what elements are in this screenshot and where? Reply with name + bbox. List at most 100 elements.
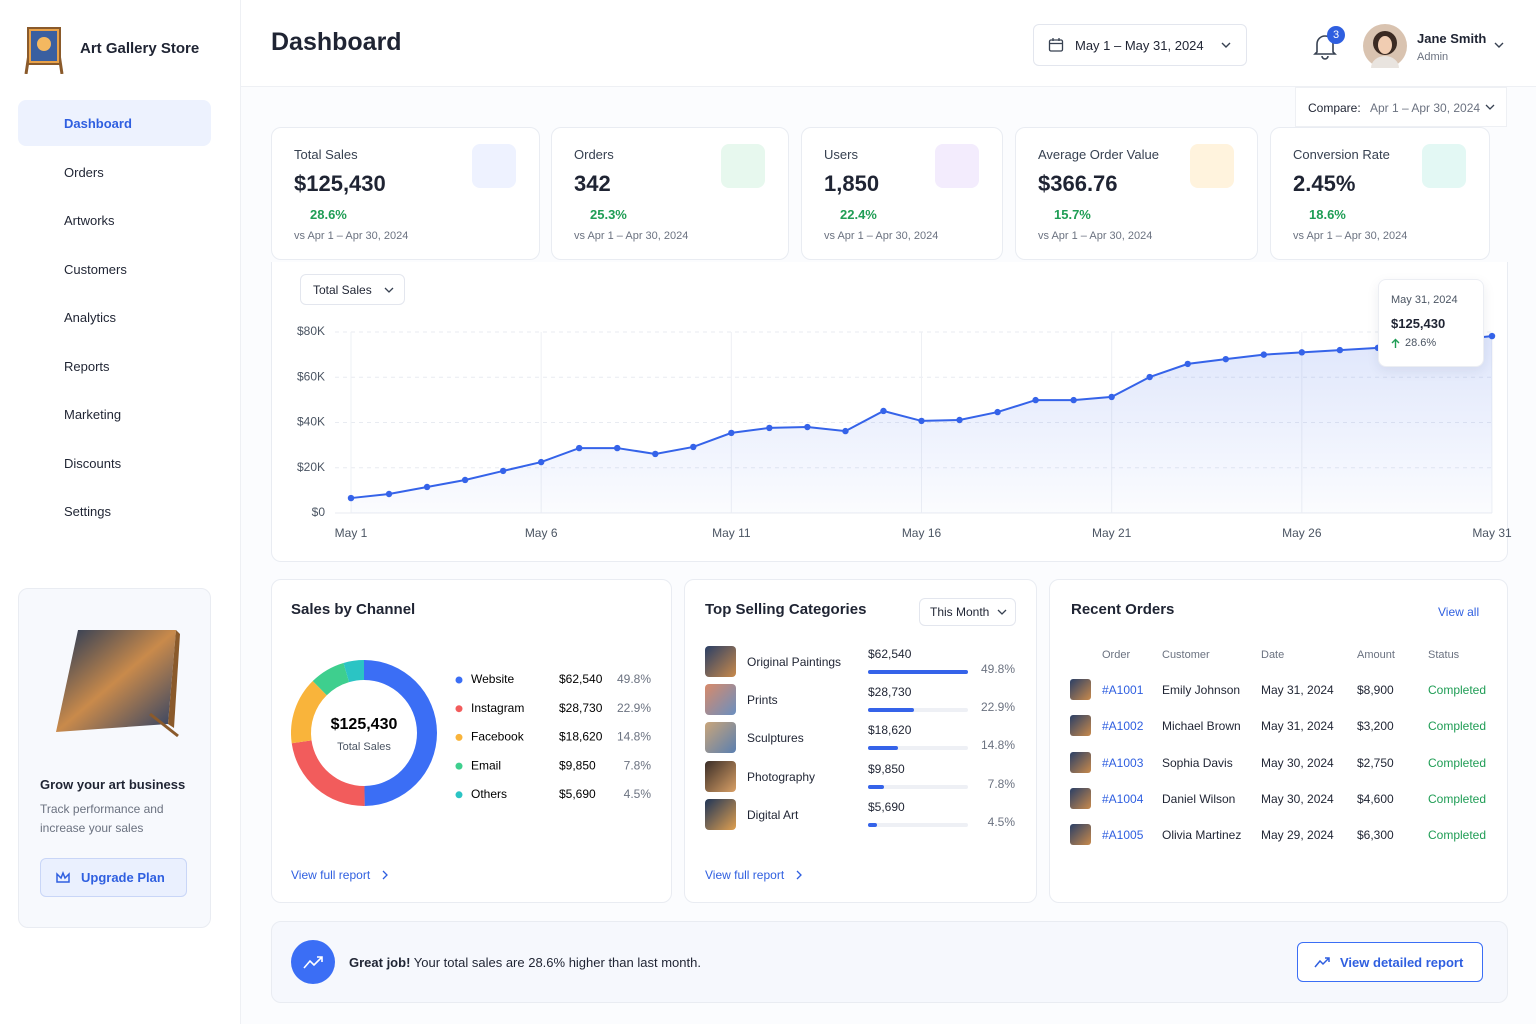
x-tick-label: May 1 (335, 526, 368, 540)
tooltip (1378, 279, 1484, 367)
crown-icon (56, 870, 70, 883)
legend-label: Others (471, 787, 507, 801)
detailed-report-button[interactable] (1297, 942, 1483, 982)
bar (868, 784, 884, 789)
nav-item[interactable]: Reports (64, 358, 110, 374)
tooltip-date: May 31, 2024 (1391, 294, 1458, 306)
order-id[interactable]: #A1004 (1102, 791, 1144, 806)
order-id[interactable]: #A1005 (1102, 828, 1144, 843)
point (385, 490, 393, 498)
order-date: May 30, 2024 (1261, 755, 1334, 770)
point (423, 483, 431, 491)
date-picker[interactable] (1033, 24, 1247, 66)
point (1298, 349, 1306, 356)
order-id[interactable]: #A1002 (1102, 719, 1144, 734)
legend-dot (455, 676, 463, 684)
legend-value: $28,730 (559, 701, 603, 715)
view-report-link[interactable]: View full report (291, 868, 371, 882)
kpi-value: $125,430 (294, 171, 386, 196)
banner-text: Your total sales are 28.6% higher than l… (413, 955, 701, 970)
point (804, 423, 811, 431)
bar (868, 746, 898, 751)
chevron (384, 287, 394, 293)
bar-track (868, 822, 968, 827)
amount: $2,750 (1357, 755, 1394, 770)
bar (868, 670, 968, 674)
column-header: Order (1102, 649, 1131, 661)
promo-art (56, 630, 180, 738)
customer: Emily Johnson (1162, 683, 1241, 697)
bar (868, 708, 914, 713)
kpi-label: Average Order Value (1038, 147, 1159, 162)
bar-track (868, 784, 968, 789)
x-tick-label: May 26 (1282, 526, 1322, 540)
category-name: Prints (747, 693, 778, 708)
promo-text: Track performance and increase your sale… (40, 802, 164, 835)
calendar-icon (1048, 38, 1064, 52)
status: Completed (1428, 828, 1487, 843)
view-report-link[interactable]: View full report (705, 868, 785, 882)
donut-segment (291, 740, 365, 806)
y-tick-label: $60K (297, 369, 325, 383)
kpi-label: Orders (574, 147, 614, 162)
kpi-change: 18.6% (1309, 207, 1346, 222)
kpi-label: Users (824, 147, 858, 162)
kpi-icon-bg (472, 144, 516, 188)
legend-label: Instagram (471, 701, 524, 715)
nav-item[interactable]: Settings (64, 504, 111, 519)
kpi-icon-bg (1422, 144, 1466, 188)
view-all-link[interactable]: View all (1438, 605, 1480, 619)
legend-value: $62,540 (559, 672, 603, 686)
status: Completed (1428, 791, 1487, 806)
compare-picker[interactable] (1295, 87, 1507, 127)
point (956, 416, 963, 424)
category-value: $62,540 (868, 647, 912, 661)
nav-item[interactable]: Dashboard (64, 116, 132, 131)
nav-item[interactable]: Customers (64, 261, 127, 277)
kpi-change: 28.6% (310, 207, 347, 222)
avatar[interactable] (1363, 24, 1407, 68)
trend-icon (1314, 957, 1330, 968)
category-value: $28,730 (868, 685, 912, 700)
legend-value: $18,620 (559, 730, 603, 744)
category-value: $9,850 (868, 761, 905, 776)
kpi-note: vs Apr 1 – Apr 30, 2024 (574, 230, 689, 242)
y-tick-label: $20K (297, 460, 325, 474)
card-title: Sales by Channel (291, 601, 416, 618)
nav-item[interactable]: Marketing (64, 407, 122, 422)
chevron (997, 609, 1007, 615)
nav-item[interactable]: Artworks (64, 213, 115, 228)
banner-lead: Great job! (349, 955, 411, 970)
bar (868, 822, 878, 827)
point (1260, 351, 1268, 358)
metric-select[interactable] (300, 274, 405, 305)
point (1146, 373, 1153, 381)
nav-item[interactable]: Orders (64, 164, 104, 180)
nav-item[interactable]: Discounts (64, 455, 122, 471)
customer: Sophia Davis (1162, 755, 1233, 770)
up-arrow (1391, 338, 1400, 348)
period-select[interactable] (919, 598, 1016, 626)
point (1222, 355, 1229, 363)
card-title: Top Selling Categories (705, 601, 867, 618)
column-header: Amount (1357, 649, 1395, 661)
order-id[interactable]: #A1003 (1102, 755, 1144, 770)
point (1070, 396, 1077, 404)
bar-track (868, 708, 968, 713)
category-thumb (705, 684, 736, 716)
category-thumb (705, 646, 736, 677)
legend-dot (455, 705, 463, 713)
order-thumb (1070, 787, 1091, 809)
brand: Art Gallery Store (80, 40, 200, 57)
compare-label: Compare: (1308, 101, 1361, 115)
point (1108, 393, 1115, 401)
nav-active-bg (18, 100, 211, 146)
x-tick-label: May 6 (525, 526, 558, 540)
point (576, 444, 583, 452)
order-id[interactable]: #A1001 (1102, 683, 1144, 697)
category-share: 7.8% (987, 776, 1015, 791)
nav-item[interactable]: Analytics (64, 310, 117, 325)
upgrade-label: Upgrade Plan (81, 870, 165, 885)
category-thumb (705, 760, 736, 792)
